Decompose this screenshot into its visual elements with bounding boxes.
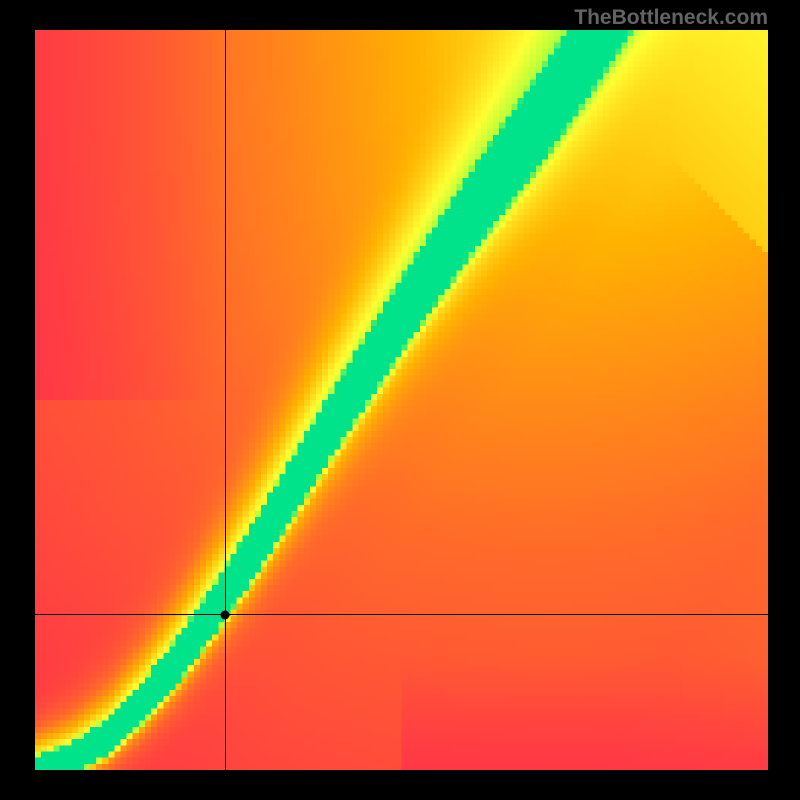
- bottleneck-heatmap: [35, 30, 768, 770]
- crosshair-marker: [221, 610, 230, 619]
- crosshair-horizontal: [35, 614, 768, 615]
- crosshair-vertical: [225, 30, 226, 770]
- watermark-text: TheBottleneck.com: [574, 6, 768, 30]
- chart-container: TheBottleneck.com: [0, 0, 800, 800]
